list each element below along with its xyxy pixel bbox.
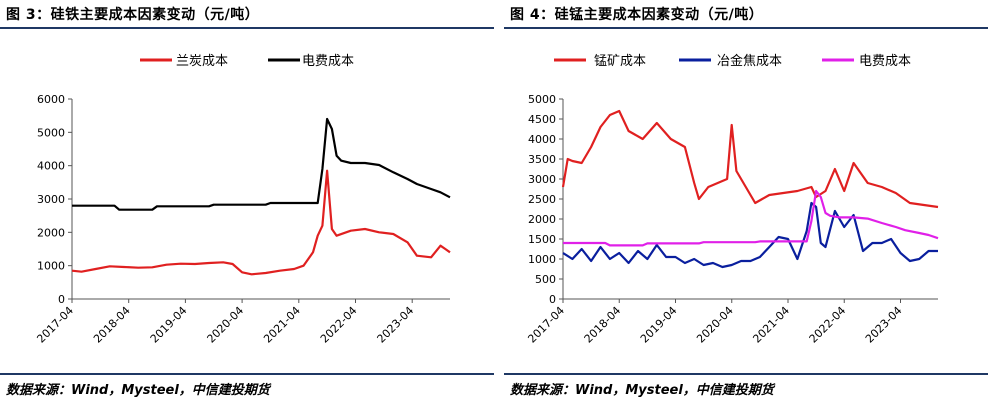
figure-3-source: 数据来源：Wind，Mysteel，中信建投期货 <box>6 383 270 398</box>
y-tick-label: 5000 <box>37 126 65 139</box>
figure-3-chart: 兰炭成本 电费成本 0 1000 2000 3000 4000 5000 6000 2017-04… <box>34 54 451 346</box>
x-tick-label: 2023-04 <box>863 304 905 346</box>
figure-4-title: 图 4：硅锰主要成本因素变动（元/吨） <box>510 7 764 23</box>
y-tick-label: 2000 <box>37 226 65 239</box>
x-tick-label: 2023-04 <box>375 304 417 346</box>
x-tick-label: 2019-04 <box>638 304 680 346</box>
y-tick-label: 0 <box>549 293 556 306</box>
y-tick-label: 4000 <box>528 133 556 146</box>
figure-4-source: 数据来源：Wind，Mysteel，中信建投期货 <box>510 383 774 398</box>
x-tick-label: 2021-04 <box>261 304 303 346</box>
series-line-coke <box>562 201 938 269</box>
x-tick-label: 2018-04 <box>91 304 133 346</box>
series-line-manganese-ore <box>561 109 939 209</box>
x-tick-label: 2019-04 <box>148 304 190 346</box>
x-tick-label: 2021-04 <box>750 304 792 346</box>
figure-3-top-rule <box>0 27 494 29</box>
legend-label: 电费成本 <box>302 54 354 69</box>
x-tick-label: 2022-04 <box>807 304 849 346</box>
series-line-electricity <box>563 189 939 247</box>
figure-4-bottom-rule <box>504 373 988 375</box>
x-tick-label: 2020-04 <box>205 304 247 346</box>
y-tick-label: 2500 <box>528 193 556 206</box>
x-tick-label: 2022-04 <box>318 304 360 346</box>
x-tick-label: 2018-04 <box>582 304 624 346</box>
figure-3-bottom-rule <box>0 373 494 375</box>
legend-label: 锰矿成本 <box>594 54 646 69</box>
y-tick-label: 4500 <box>528 113 556 126</box>
y-tick-label: 1000 <box>37 260 65 273</box>
y-tick-label: 5000 <box>528 93 556 106</box>
x-tick-label: 2017-04 <box>525 304 567 346</box>
legend-label: 冶金焦成本 <box>717 53 782 69</box>
y-tick-label: 3500 <box>528 153 556 166</box>
y-tick-label: 6000 <box>37 93 65 106</box>
y-tick-label: 4000 <box>37 160 65 173</box>
figure-3-title: 图 3：硅铁主要成本因素变动（元/吨） <box>6 7 260 23</box>
series-line-electricity <box>72 117 451 211</box>
figure-4-top-rule <box>504 27 988 29</box>
y-tick-label: 1500 <box>528 233 556 246</box>
figure-3-panel: 图 3：硅铁主要成本因素变动（元/吨） 兰炭成本 电费成本 0 1000 2000 300… <box>0 7 494 398</box>
y-tick-label: 3000 <box>37 193 65 206</box>
legend-label: 电费成本 <box>859 54 911 69</box>
figure-4-chart: 锰矿成本 冶金焦成本 电费成本 0 500 1000 1500 2000 2500 3000 350… <box>525 53 939 346</box>
series-line-semi-coke <box>71 169 451 276</box>
x-tick-label: 2017-04 <box>34 304 76 346</box>
y-tick-label: 2000 <box>528 213 556 226</box>
legend-label: 兰炭成本 <box>176 54 228 69</box>
y-tick-label: 1000 <box>528 253 556 266</box>
x-tick-label: 2020-04 <box>694 304 736 346</box>
figure-4-panel: 图 4：硅锰主要成本因素变动（元/吨） 锰矿成本 冶金焦成本 电费成本 0 500 100… <box>504 0 988 412</box>
y-tick-label: 500 <box>535 273 556 286</box>
y-tick-label: 3000 <box>528 173 556 186</box>
y-tick-label: 0 <box>58 293 65 306</box>
